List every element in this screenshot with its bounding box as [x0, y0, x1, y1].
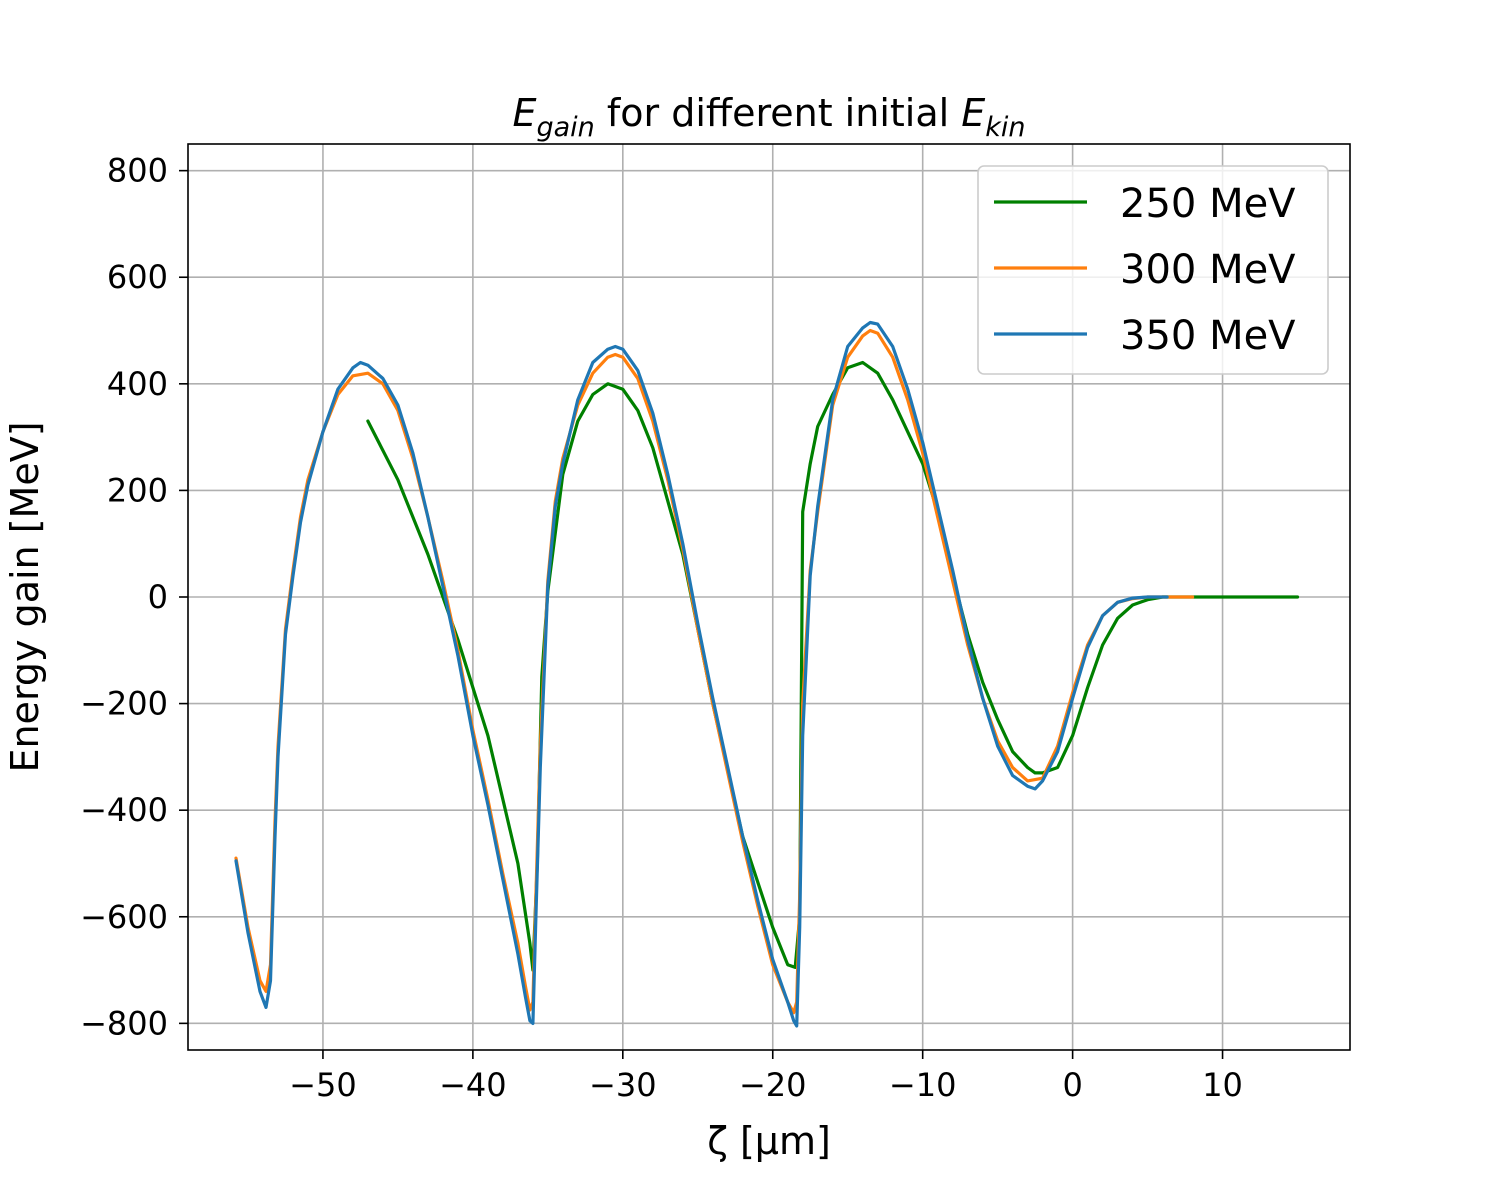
- x-axis-label: ζ [μm]: [707, 1119, 831, 1163]
- grid: [188, 144, 1350, 1050]
- y-axis-label: Energy gain [MeV]: [3, 421, 47, 772]
- legend-box: [977, 165, 1329, 375]
- x-tick-label: −10: [889, 1066, 957, 1104]
- y-tick-label: −600: [80, 898, 168, 936]
- x-tick-label: −40: [439, 1066, 507, 1104]
- y-tick-label: −800: [80, 1004, 168, 1042]
- x-tick-label: 0: [1062, 1066, 1082, 1104]
- y-tick-label: 0: [148, 578, 168, 616]
- title-symbol: E: [512, 91, 536, 135]
- title-symbol-subscript: gain: [536, 112, 594, 143]
- y-tick-label: −200: [80, 685, 168, 723]
- y-tick-label: −400: [80, 791, 168, 829]
- x-tick-label: −20: [739, 1066, 807, 1104]
- x-tick-label: 10: [1202, 1066, 1243, 1104]
- title-end-subscript: kin: [985, 112, 1025, 143]
- title-middle-text: for different initial: [595, 91, 961, 135]
- series-lines: [234, 320, 1300, 1028]
- y-tick-label: 400: [107, 365, 168, 403]
- legend-label: 350 MeV: [1120, 313, 1296, 359]
- x-tick-label: −50: [289, 1066, 357, 1104]
- y-tick-label: 800: [107, 152, 168, 190]
- y-tick-label: 200: [107, 471, 168, 509]
- axis-ticks: −50 −40 −30 −20 −10 0 10 −800 −600 −400 −200 0 200 40…: [80, 152, 1243, 1104]
- series-line-3: [234, 320, 1169, 1028]
- y-tick-label: 600: [107, 258, 168, 296]
- legend-label: 250 MeV: [1120, 181, 1296, 227]
- legend-label: 300 MeV: [1120, 247, 1296, 293]
- x-tick-label: −30: [589, 1066, 657, 1104]
- chart-title: Egain for different initial Ekin: [512, 91, 1025, 143]
- legend: 250 MeV 300 MeV 350 MeV: [977, 165, 1329, 375]
- title-end-symbol: E: [961, 91, 985, 135]
